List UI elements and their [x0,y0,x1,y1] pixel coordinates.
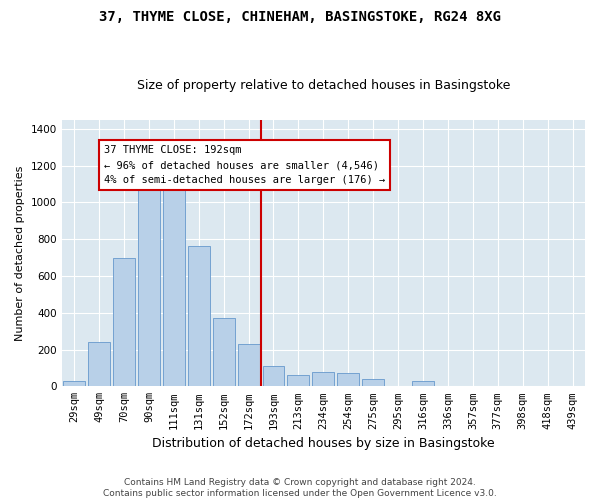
Text: 37, THYME CLOSE, CHINEHAM, BASINGSTOKE, RG24 8XG: 37, THYME CLOSE, CHINEHAM, BASINGSTOKE, … [99,10,501,24]
Y-axis label: Number of detached properties: Number of detached properties [15,165,25,340]
Bar [412,381,434,386]
Bar [63,381,85,386]
Bar [263,366,284,386]
Text: Contains HM Land Registry data © Crown copyright and database right 2024.
Contai: Contains HM Land Registry data © Crown c… [103,478,497,498]
Text: 37 THYME CLOSE: 192sqm
← 96% of detached houses are smaller (4,546)
4% of semi-d: 37 THYME CLOSE: 192sqm ← 96% of detached… [104,146,385,185]
X-axis label: Distribution of detached houses by size in Basingstoke: Distribution of detached houses by size … [152,437,494,450]
Bar [163,180,185,386]
Bar [212,318,235,386]
Bar [113,258,135,386]
Bar [188,246,209,386]
Bar [362,379,384,386]
Bar [337,374,359,386]
Title: Size of property relative to detached houses in Basingstoke: Size of property relative to detached ho… [137,79,510,92]
Bar [287,376,310,386]
Bar [138,184,160,386]
Bar [238,344,260,387]
Bar [313,372,334,386]
Bar [88,342,110,386]
